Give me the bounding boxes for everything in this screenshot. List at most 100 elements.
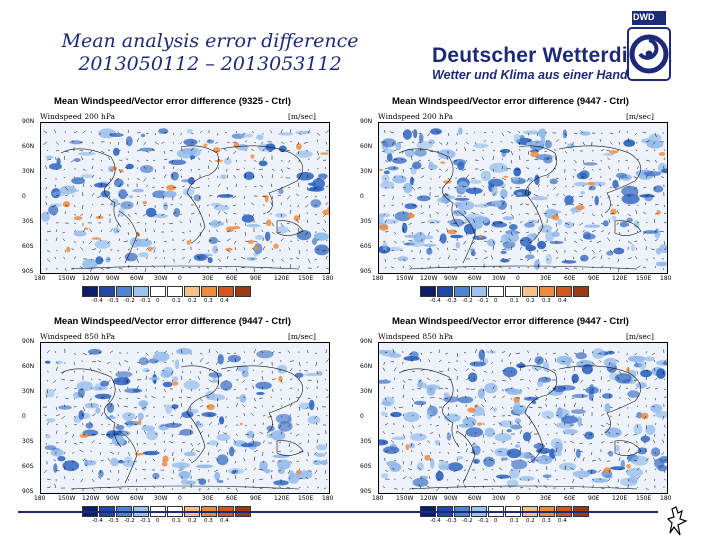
- dwd-logo-text: Deutscher Wetterdienst Wetter und Klima …: [432, 44, 672, 82]
- colorbar-label: -0.4: [430, 518, 441, 524]
- wind-vectors: [43, 129, 329, 273]
- latitude-label: 30S: [22, 438, 34, 445]
- colorbar-label: 0.3: [542, 518, 551, 524]
- longitude-label: 30E: [202, 495, 214, 502]
- windspeed-map: [378, 122, 668, 274]
- longitude-label: 30W: [154, 495, 168, 502]
- colorbar-swatch: [522, 286, 538, 297]
- longitude-label: 90W: [444, 495, 458, 502]
- longitude-label: 0: [178, 495, 182, 502]
- longitude-label: 60E: [564, 275, 576, 282]
- longitude-label: 60W: [468, 495, 482, 502]
- colorbar-label: 0.2: [526, 518, 535, 524]
- panel-variable: Windspeed 200 hPa: [40, 112, 116, 121]
- longitude-label: 120W: [420, 495, 438, 502]
- latitude-label: 60S: [22, 243, 34, 250]
- colorbar-label: -0.3: [446, 518, 457, 524]
- coastlines: [60, 365, 304, 490]
- longitude-label: 120E: [612, 275, 628, 282]
- panel-title: Mean Windspeed/Vector error difference (…: [392, 316, 629, 327]
- latitude-label: 90N: [360, 338, 373, 345]
- latitude-label: 90S: [360, 488, 372, 495]
- longitude-label: 120E: [612, 495, 628, 502]
- longitude-label: 150E: [636, 275, 652, 282]
- footer-divider: [18, 511, 658, 513]
- longitude-label: 0: [516, 495, 520, 502]
- colorbar-swatch: [505, 286, 521, 297]
- panel-unit: [m/sec]: [288, 332, 316, 341]
- colorbar-label: 0: [156, 518, 160, 524]
- latitude-label: 0: [360, 193, 364, 200]
- latitude-label: 90N: [22, 118, 35, 125]
- slide-title-line1: Mean analysis error difference: [61, 30, 359, 52]
- difference-field: [44, 348, 328, 486]
- longitude-label: 90E: [250, 495, 262, 502]
- windspeed-map: [40, 342, 330, 494]
- longitude-label: 150E: [636, 495, 652, 502]
- longitude-label: 120W: [82, 495, 100, 502]
- longitude-label: 90E: [588, 275, 600, 282]
- panel-title: Mean Windspeed/Vector error difference (…: [392, 96, 629, 107]
- colorbar-label: -0.1: [140, 298, 151, 304]
- panel-unit: [m/sec]: [626, 332, 654, 341]
- colorbar-swatch: [218, 286, 234, 297]
- colorbar-label: -0.4: [430, 298, 441, 304]
- latitude-label: 30S: [22, 218, 34, 225]
- map-panel-2: Mean Windspeed/Vector error difference (…: [356, 96, 686, 306]
- colorbar: [82, 286, 252, 297]
- colorbar-label: 0: [494, 298, 498, 304]
- colorbar-swatch: [235, 286, 251, 297]
- longitude-label: 150E: [298, 495, 314, 502]
- latitude-label: 90N: [360, 118, 373, 125]
- panel-title: Mean Windspeed/Vector error difference (…: [54, 316, 291, 327]
- wind-vectors: [42, 348, 329, 492]
- colorbar-label: 0.1: [172, 518, 181, 524]
- colorbar-label: 0.3: [204, 298, 213, 304]
- map-panel-4: Mean Windspeed/Vector error difference (…: [356, 316, 686, 526]
- latitude-label: 90N: [22, 338, 35, 345]
- colorbar: [420, 286, 590, 297]
- panel-variable: Windspeed 200 hPa: [378, 112, 454, 121]
- colorbar-label: -0.3: [108, 298, 119, 304]
- latitude-label: 60N: [22, 363, 35, 370]
- latitude-label: 30S: [360, 218, 372, 225]
- latitude-label: 0: [22, 413, 26, 420]
- colorbar-label: -0.1: [478, 518, 489, 524]
- longitude-label: 0: [178, 275, 182, 282]
- longitude-label: 180: [34, 275, 46, 282]
- longitude-label: 60W: [468, 275, 482, 282]
- longitude-label: 150W: [58, 495, 76, 502]
- colorbar-swatch: [116, 286, 132, 297]
- latitude-label: 60S: [360, 243, 372, 250]
- colorbar-label: -0.2: [462, 298, 473, 304]
- latitude-label: 60N: [22, 143, 35, 150]
- colorbar-swatch: [167, 286, 183, 297]
- colorbar-swatch: [539, 286, 555, 297]
- latitude-label: 90S: [360, 268, 372, 275]
- longitude-label: 180: [660, 495, 672, 502]
- latitude-label: 60S: [360, 463, 372, 470]
- latitude-label: 60N: [360, 363, 373, 370]
- longitude-label: 30E: [540, 275, 552, 282]
- colorbar-swatch: [471, 286, 487, 297]
- panel-title: Mean Windspeed/Vector error difference (…: [54, 96, 291, 107]
- colorbar-label: 0.2: [188, 518, 197, 524]
- coastlines: [398, 365, 642, 490]
- windspeed-map: [40, 122, 330, 274]
- colorbar-label: 0: [494, 518, 498, 524]
- longitude-label: 30W: [492, 275, 506, 282]
- colorbar-label: 0.2: [526, 298, 535, 304]
- colorbar-label: 0.4: [220, 518, 229, 524]
- map-panel-1: Mean Windspeed/Vector error difference (…: [18, 96, 348, 306]
- wind-vectors: [380, 130, 667, 273]
- colorbar-label: 0.2: [188, 298, 197, 304]
- colorbar-label: -0.4: [92, 298, 103, 304]
- panel-variable: Windspeed 850 hPa: [40, 332, 116, 341]
- longitude-label: 30W: [154, 275, 168, 282]
- longitude-label: 90E: [250, 275, 262, 282]
- longitude-label: 150E: [298, 275, 314, 282]
- longitude-label: 120W: [420, 275, 438, 282]
- panel-unit: [m/sec]: [626, 112, 654, 121]
- colorbar-label: 0.1: [510, 518, 519, 524]
- longitude-label: 180: [372, 275, 384, 282]
